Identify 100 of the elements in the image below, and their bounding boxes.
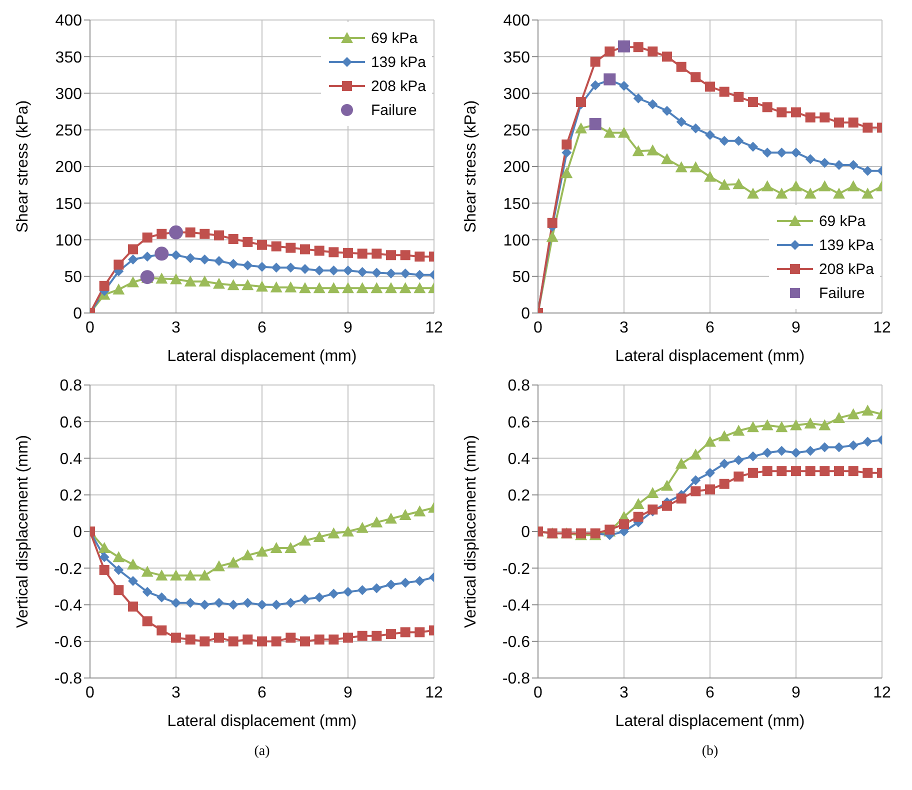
y-axis-title: Shear stress (kPa) bbox=[14, 100, 32, 233]
point bbox=[400, 268, 410, 278]
point bbox=[370, 516, 383, 528]
point bbox=[820, 112, 830, 122]
point bbox=[385, 282, 397, 294]
point bbox=[242, 598, 253, 608]
point bbox=[127, 558, 139, 570]
x-tick-label: 9 bbox=[344, 684, 353, 702]
point bbox=[547, 218, 558, 228]
point bbox=[690, 486, 701, 496]
point bbox=[633, 93, 644, 104]
x-axis-title: Lateral displacement (mm) bbox=[167, 713, 357, 730]
point bbox=[834, 442, 844, 452]
x-tick-label: 6 bbox=[706, 684, 715, 702]
point bbox=[414, 576, 425, 586]
x-tick-label: 9 bbox=[792, 684, 801, 702]
x-axis-title: Lateral displacement (mm) bbox=[615, 713, 805, 730]
point bbox=[356, 522, 368, 533]
point bbox=[314, 634, 324, 645]
x-tick-label: 6 bbox=[706, 319, 715, 336]
point bbox=[862, 436, 873, 447]
y-tick-label: 350 bbox=[55, 49, 82, 66]
point bbox=[171, 598, 181, 608]
y-tick-label: 300 bbox=[55, 86, 82, 103]
point bbox=[299, 534, 311, 546]
point bbox=[848, 466, 858, 476]
point bbox=[198, 276, 211, 287]
point bbox=[343, 248, 353, 258]
point bbox=[154, 246, 169, 261]
point bbox=[719, 478, 730, 489]
point bbox=[343, 632, 353, 643]
point bbox=[675, 161, 688, 172]
point bbox=[228, 258, 238, 269]
legend-label: Failure bbox=[818, 284, 865, 302]
point bbox=[114, 585, 124, 596]
point bbox=[820, 442, 830, 452]
point bbox=[847, 180, 860, 192]
point bbox=[546, 230, 558, 242]
point bbox=[213, 278, 225, 289]
point bbox=[705, 468, 715, 478]
point bbox=[646, 487, 659, 498]
point bbox=[818, 180, 831, 192]
y-tick-label: 300 bbox=[503, 86, 530, 103]
x-tick-label: 3 bbox=[172, 684, 181, 702]
point bbox=[257, 636, 267, 646]
x-tick-label: 6 bbox=[258, 319, 267, 336]
point bbox=[385, 512, 397, 524]
point bbox=[791, 148, 801, 158]
point bbox=[676, 62, 686, 72]
point bbox=[862, 468, 873, 478]
legend-label: 69 kPa bbox=[370, 30, 418, 46]
point bbox=[200, 600, 210, 610]
point bbox=[762, 102, 772, 112]
point bbox=[804, 417, 816, 428]
point bbox=[185, 253, 196, 264]
point bbox=[200, 636, 210, 646]
point bbox=[142, 616, 152, 626]
point bbox=[314, 592, 324, 602]
point bbox=[776, 148, 787, 158]
point bbox=[762, 148, 772, 158]
point bbox=[286, 598, 296, 608]
y-tick-label: 0 bbox=[521, 524, 530, 542]
point bbox=[575, 122, 587, 134]
point bbox=[128, 576, 138, 586]
point bbox=[633, 42, 644, 52]
point bbox=[414, 270, 425, 280]
y-tick-label: 200 bbox=[503, 159, 530, 176]
point bbox=[271, 262, 282, 273]
point bbox=[675, 458, 688, 469]
point bbox=[848, 160, 858, 170]
point bbox=[342, 526, 354, 536]
point bbox=[719, 86, 730, 97]
y-tick-label: 250 bbox=[55, 122, 82, 140]
y-tick-label: -0.4 bbox=[502, 597, 530, 614]
point bbox=[705, 484, 715, 494]
point bbox=[114, 260, 124, 270]
point bbox=[748, 142, 758, 152]
point bbox=[776, 107, 787, 118]
point bbox=[156, 272, 168, 284]
point bbox=[833, 412, 845, 423]
point bbox=[156, 228, 167, 239]
y-tick-label: 0.2 bbox=[508, 488, 530, 505]
point bbox=[834, 466, 844, 476]
point bbox=[734, 92, 744, 102]
point bbox=[314, 266, 324, 276]
point bbox=[256, 546, 268, 557]
point bbox=[414, 505, 426, 516]
point bbox=[214, 230, 224, 240]
point bbox=[632, 498, 644, 510]
point bbox=[834, 118, 844, 128]
point bbox=[185, 598, 196, 608]
point bbox=[690, 72, 701, 82]
point bbox=[705, 130, 715, 140]
point bbox=[604, 46, 615, 56]
point bbox=[662, 52, 672, 62]
x-tick-label: 3 bbox=[620, 684, 629, 702]
x-axis-title: Lateral displacement (mm) bbox=[167, 348, 357, 365]
y-tick-label: 0.8 bbox=[508, 378, 530, 395]
point bbox=[300, 594, 310, 604]
point bbox=[372, 268, 382, 278]
